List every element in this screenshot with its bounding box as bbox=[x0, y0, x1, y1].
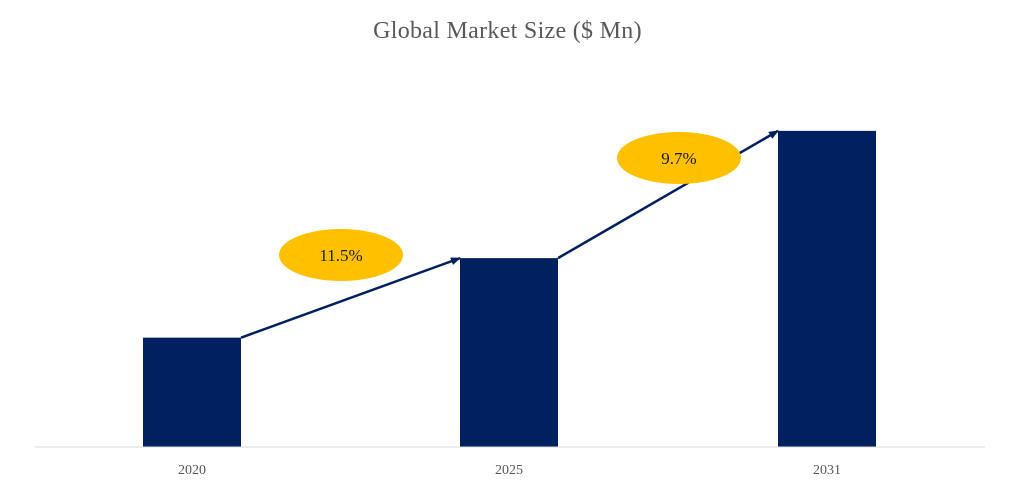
x-tick-label-2025: 2025 bbox=[495, 463, 523, 478]
x-tick-label-2031: 2031 bbox=[813, 463, 841, 478]
cagr-label-2020-2025: 11.5% bbox=[319, 246, 362, 265]
cagr-bubble-2020-2025 bbox=[279, 229, 403, 281]
growth-arrow-2020-2025 bbox=[240, 256, 461, 339]
chart-title: Global Market Size ($ Mn) bbox=[373, 18, 642, 44]
cagr-label-2025-2031: 9.7% bbox=[661, 149, 696, 168]
bar-2020 bbox=[143, 337, 241, 447]
x-tick-label-2020: 2020 bbox=[178, 463, 206, 478]
growth-arrow-2025-2031 bbox=[557, 129, 779, 260]
cagr-bubble-2025-2031 bbox=[617, 132, 741, 184]
bar-2025 bbox=[460, 258, 558, 447]
bar-2031 bbox=[778, 130, 876, 447]
